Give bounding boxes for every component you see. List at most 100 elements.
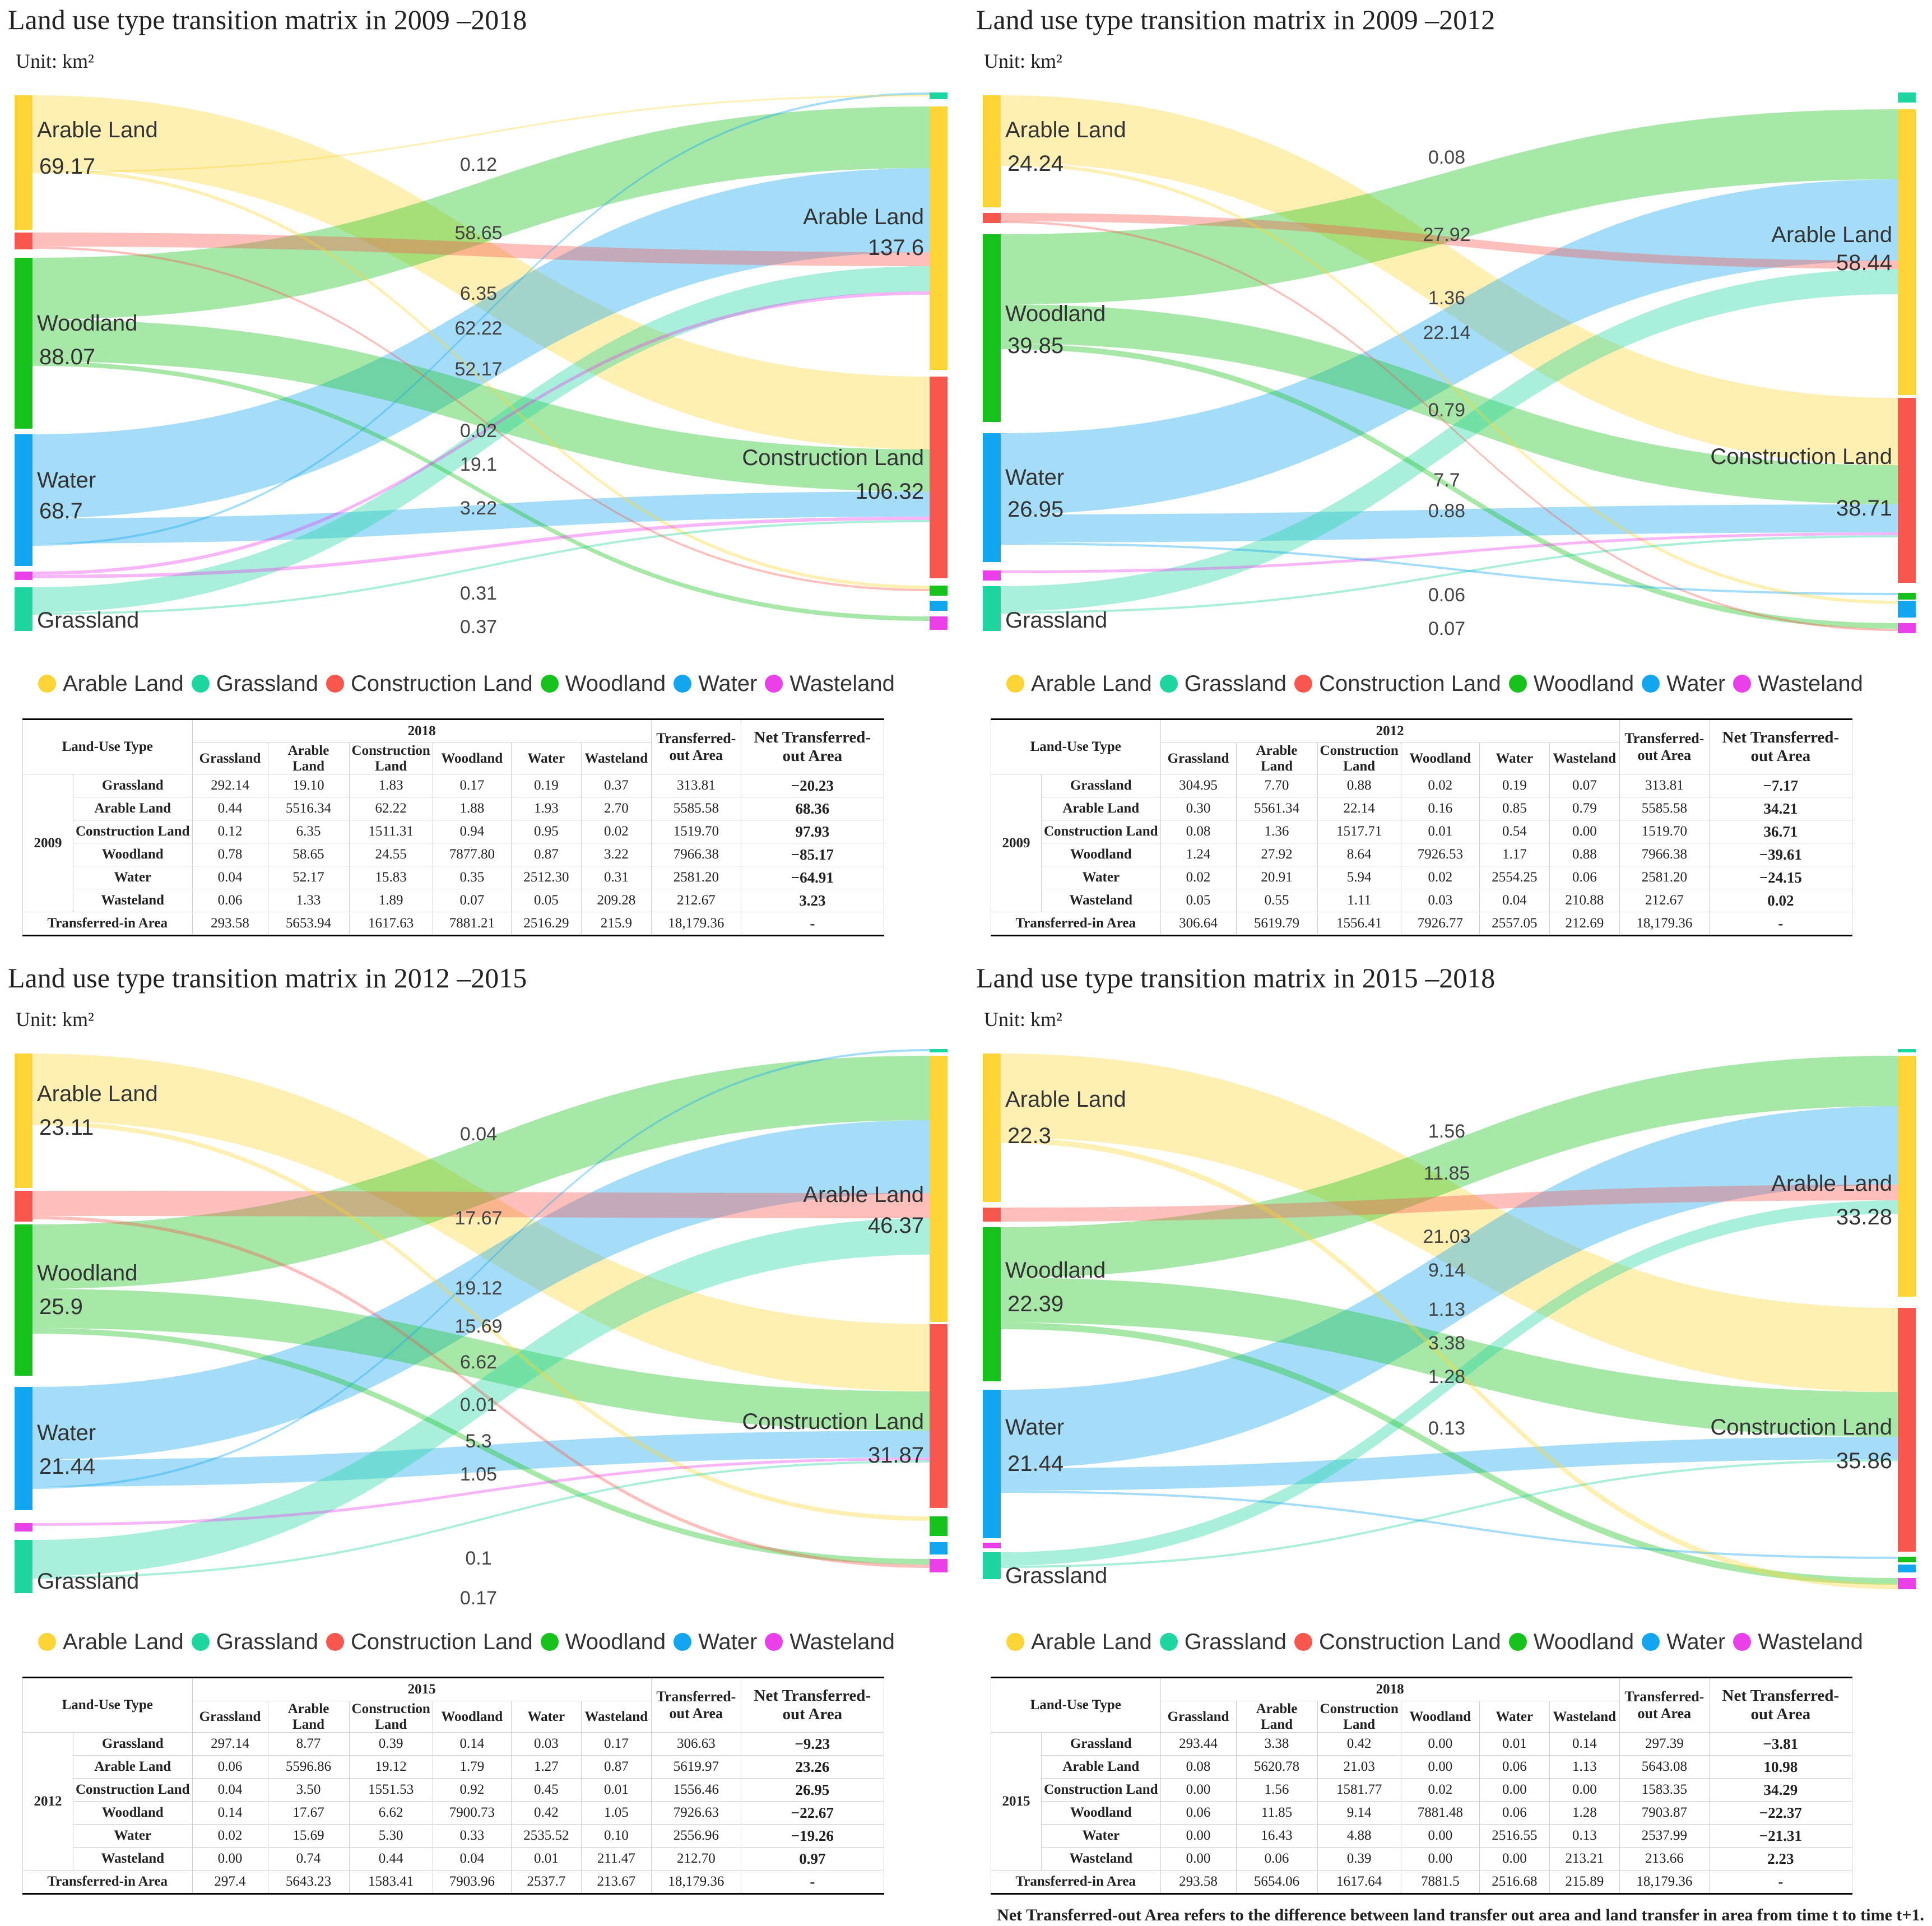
sankey-nodes: [983, 1049, 1916, 1589]
legend-dot-icon: [191, 1633, 210, 1651]
table-cell: 0.44: [349, 1847, 433, 1871]
flow-woodland-to-construction: [32, 319, 930, 491]
legend-label: Construction Land: [1319, 1629, 1501, 1654]
left-node-construction: [15, 233, 32, 249]
table-cell: 0.00: [1479, 1847, 1550, 1871]
header-col-arable-land: Arable Land: [1236, 742, 1318, 774]
flow-value-label: 1.56: [1428, 1121, 1465, 1142]
left-node-water: [983, 433, 1001, 562]
table-cell: 0.85: [1479, 797, 1550, 820]
legend-label: Wasteland: [789, 671, 895, 696]
table-cell: 0.02: [1400, 866, 1480, 889]
table-cell: 5.30: [349, 1824, 433, 1848]
left-value-arable-land: 69.17: [39, 154, 95, 179]
header-net-transferred-out: Net Transferred-out Area: [740, 719, 884, 774]
table-row: Construction Land 0.08 1.36 1517.71 0.01 0.54…: [991, 820, 1852, 843]
table-cell: 213.67: [580, 1870, 652, 1894]
legend-label: Woodland: [565, 1629, 666, 1654]
table-cell: 210.88: [1549, 889, 1620, 912]
flow-woodland-to-wasteland: [32, 1328, 930, 1565]
legend-item-grassland: Grassland: [191, 1630, 318, 1655]
row-label: Arable Land: [1041, 797, 1161, 820]
header-to-year: 2018: [1160, 1677, 1620, 1701]
right-node-grassland: [1898, 1049, 1916, 1052]
table-cell: 0.94: [432, 820, 512, 843]
right-node-arable: [1898, 109, 1916, 395]
flow-arable-to-woodland: [32, 168, 930, 589]
row-label: Woodland: [1041, 843, 1161, 866]
table-cell: 0.01: [1400, 820, 1480, 843]
right-node-woodland: [930, 586, 948, 596]
table-cell: 19.10: [267, 774, 350, 797]
table-cell: 7926.63: [651, 1801, 741, 1825]
table-cell: 7881.5: [1400, 1870, 1480, 1894]
legend-item-wasteland: Wasteland: [765, 671, 895, 697]
right-value-arable-land: 137.6: [868, 235, 924, 260]
table-cell: 7900.73: [432, 1801, 512, 1825]
chart-title: Land use type transition matrix in 2015 …: [976, 962, 1496, 994]
header-to-year: 2015: [192, 1677, 652, 1701]
table-cell: 5585.58: [651, 797, 741, 820]
panel-2012-2015: Land use type transition matrix in 2012 …: [8, 958, 966, 1911]
flow-grassland-to-construction: [32, 1460, 930, 1579]
legend-item-water: Water: [674, 1630, 757, 1655]
table-cell: 20.91: [1236, 866, 1318, 889]
table-cell: 0.02: [192, 1824, 268, 1848]
net-transferred-cell: −22.67: [740, 1801, 884, 1825]
legend-dot-icon: [1006, 675, 1024, 693]
table-cell: 1.11: [1317, 889, 1401, 912]
right-node-woodland: [1898, 1557, 1916, 1562]
legend: Arable Land Grassland Construction Land Woo…: [38, 670, 903, 698]
table-cell: 8.77: [267, 1732, 350, 1756]
table-cell: 0.00: [1160, 1824, 1237, 1848]
table-cell: 18,179.36: [1619, 912, 1710, 936]
header-transferred-out: Transferred-out Area: [1619, 719, 1710, 774]
table-cell: 2516.55: [1479, 1824, 1550, 1848]
left-label-grassland: Grassland: [37, 608, 139, 633]
legend-dot-icon: [765, 1633, 783, 1651]
left-label-grassland: Grassland: [1005, 1563, 1107, 1588]
flow-value-label: 0.08: [1428, 147, 1465, 168]
row-label: Arable Land: [73, 797, 193, 820]
flow-value-label: 0.01: [460, 1394, 497, 1416]
net-transferred-cell: 0.02: [1708, 889, 1852, 912]
table-cell: 0.14: [192, 1801, 268, 1825]
table-cell: 0.02: [1400, 774, 1480, 797]
table-cell: 5585.58: [1619, 797, 1710, 820]
table-cell: 0.44: [192, 797, 268, 820]
row-label: Grassland: [1041, 1732, 1161, 1756]
flow-construction-to-woodland: [32, 247, 930, 591]
left-label-water: Water: [1005, 465, 1064, 490]
left-label-woodland: Woodland: [37, 1261, 137, 1285]
table-cell: 1556.41: [1317, 912, 1401, 936]
left-node-water: [15, 1387, 32, 1510]
legend-dot-icon: [1642, 1633, 1660, 1651]
left-value-water: 26.95: [1007, 497, 1063, 522]
header-col-grassland: Grassland: [1160, 1701, 1237, 1733]
legend-item-construction-land: Construction Land: [326, 671, 533, 697]
flow-value-label: 1.13: [1428, 1299, 1465, 1320]
left-node-wasteland: [15, 1523, 32, 1531]
row-label: Wasteland: [73, 1847, 193, 1871]
table-cell: 7903.87: [1619, 1801, 1710, 1825]
left-value-woodland: 22.39: [1007, 1292, 1063, 1316]
transferred-in-label: Transferred-in Area: [991, 912, 1161, 936]
flow-arable-to-wasteland: [1001, 1138, 1898, 1589]
legend-dot-icon: [1733, 675, 1752, 693]
flow-value-label: 0.06: [1428, 584, 1465, 606]
flow-arable-to-construction: [32, 95, 930, 449]
right-node-grassland: [930, 1049, 948, 1052]
table-cell: 0.16: [1400, 797, 1480, 820]
table-cell: 1.79: [432, 1755, 512, 1779]
legend-label: Water: [1666, 671, 1726, 696]
right-label-arable-land: Arable Land: [1771, 1171, 1892, 1196]
table-cell: 2557.05: [1479, 912, 1550, 936]
table-row: 2009 Grassland 304.95 7.70 0.88 0.02 0.19 0.07 3…: [991, 774, 1852, 912]
flow-water-to-woodland: [1001, 542, 1898, 595]
table-cell: 0.13: [1549, 1824, 1620, 1848]
legend-label: Water: [1666, 1629, 1726, 1654]
table-cell: 18,179.36: [1619, 1870, 1710, 1894]
table-cell: 0.02: [580, 820, 652, 843]
table-cell: 304.95: [1160, 774, 1237, 797]
net-transferred-cell: 26.95: [740, 1778, 884, 1802]
